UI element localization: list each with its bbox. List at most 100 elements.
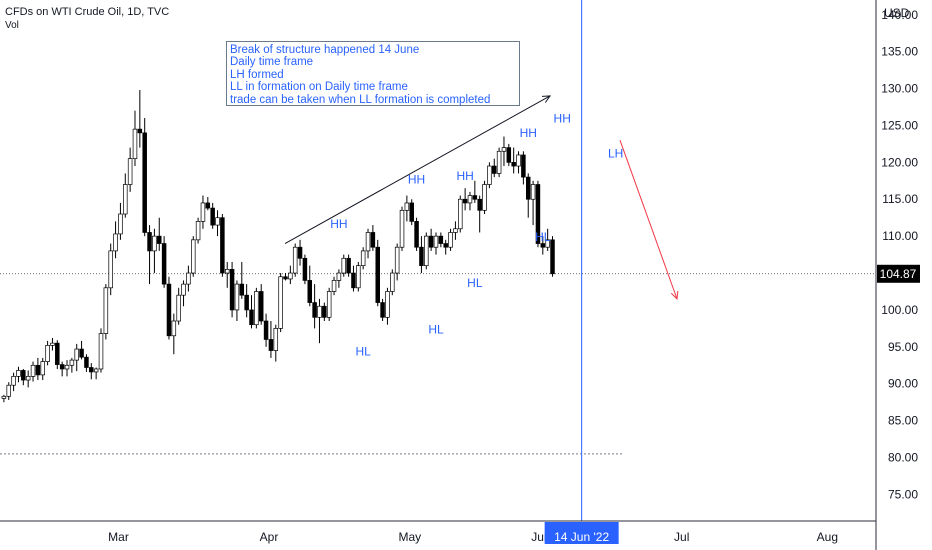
candle-body-down (540, 243, 546, 248)
candle-body-up (254, 291, 259, 326)
candle (322, 302, 327, 322)
candle (336, 269, 342, 288)
candle (472, 180, 478, 203)
candle (210, 202, 215, 229)
candle (84, 354, 89, 372)
crosshair-date-label: 14 Jun '22 (554, 530, 609, 544)
candlestick-series (1, 90, 555, 403)
candle (157, 217, 162, 251)
candle (394, 243, 400, 281)
candle-body-up (152, 235, 157, 252)
candle-body-down (370, 232, 376, 248)
note-line: Break of structure happened 14 June (230, 44, 420, 56)
candle (356, 261, 361, 292)
swing-label: HH (456, 169, 473, 183)
candle (390, 269, 395, 296)
candle-body-up (356, 265, 361, 289)
candle (176, 287, 181, 325)
candle-body-up (1, 395, 7, 399)
candle (312, 284, 317, 329)
candle-body-up (16, 370, 21, 377)
swing-label: LH (608, 147, 623, 161)
candle-body-up (25, 376, 31, 381)
candle-body-up (326, 291, 332, 318)
candle-body-up (278, 276, 283, 329)
candle-body-up (390, 272, 395, 292)
candle-body-down (59, 364, 65, 370)
candle (409, 199, 414, 226)
swing-label: HL (355, 344, 371, 358)
candle-body-up (365, 232, 371, 252)
annotation-note[interactable]: Break of structure happened 14 June Dail… (226, 41, 520, 106)
candle (142, 118, 147, 237)
candle-body-up (93, 368, 99, 373)
candle (234, 280, 240, 322)
candle (458, 195, 463, 233)
candle (360, 247, 366, 270)
candle-body-down (492, 165, 497, 174)
time-tick-label: May (398, 530, 421, 544)
candle (496, 147, 502, 178)
candle-body-up (341, 257, 347, 274)
swing-label: HH (408, 173, 425, 187)
candle-body-up (215, 217, 220, 226)
price-tick-label: 130.00 (881, 82, 918, 96)
candle-body-up (171, 320, 177, 337)
note-line: LL in formation on Daily time frame (230, 81, 408, 94)
candle (263, 313, 269, 347)
reference-level (0, 273, 876, 455)
candle (501, 136, 507, 167)
note-line: LH formed (230, 68, 284, 81)
candle-body-down (35, 364, 41, 376)
candle-body-up (399, 209, 405, 248)
candle-body-up (40, 361, 45, 376)
crosshair-date-tag (544, 522, 619, 544)
candle-body-down (147, 232, 152, 252)
candle-body-up (6, 384, 12, 397)
candle (16, 366, 21, 383)
candle-body-up (69, 359, 75, 366)
candle (244, 284, 249, 318)
price-tick-label: 135.00 (881, 45, 918, 59)
candle (258, 284, 264, 325)
candle-body-down (428, 235, 434, 248)
candle-body-up (336, 272, 342, 281)
candle (181, 280, 186, 307)
last-price-label: 104.87 (880, 267, 917, 281)
swing-label: HL (535, 230, 551, 244)
candle (186, 265, 191, 292)
candle-body-up (467, 195, 473, 204)
candle (161, 236, 167, 288)
candle (137, 90, 143, 148)
candle (370, 225, 376, 251)
candle (516, 151, 521, 174)
candle (215, 210, 220, 237)
candle-body-up (30, 364, 36, 377)
price-tick-label: 80.00 (888, 451, 918, 465)
candle-body-down (142, 132, 147, 233)
drawing-layer (284, 95, 679, 300)
candle (302, 254, 308, 285)
candle-body-down (462, 198, 468, 204)
candle (55, 340, 60, 369)
candle-body-down (409, 202, 414, 222)
candle (132, 110, 138, 167)
candle (224, 261, 230, 288)
candle (530, 180, 536, 226)
candle-body-up (200, 202, 206, 222)
price-tick-label: 120.00 (881, 155, 918, 169)
candle-body-up (127, 158, 133, 185)
candle (200, 195, 206, 229)
candle (453, 221, 458, 240)
candle-body-down (89, 367, 94, 373)
candle-body-down (511, 162, 516, 167)
candle-body-down (283, 276, 288, 280)
candle (375, 239, 380, 307)
candle (288, 265, 293, 285)
candle-body-down (249, 309, 254, 326)
candle-body-up (448, 232, 453, 248)
candle (239, 261, 245, 299)
candle-body-down (205, 202, 211, 209)
candle (351, 265, 356, 292)
